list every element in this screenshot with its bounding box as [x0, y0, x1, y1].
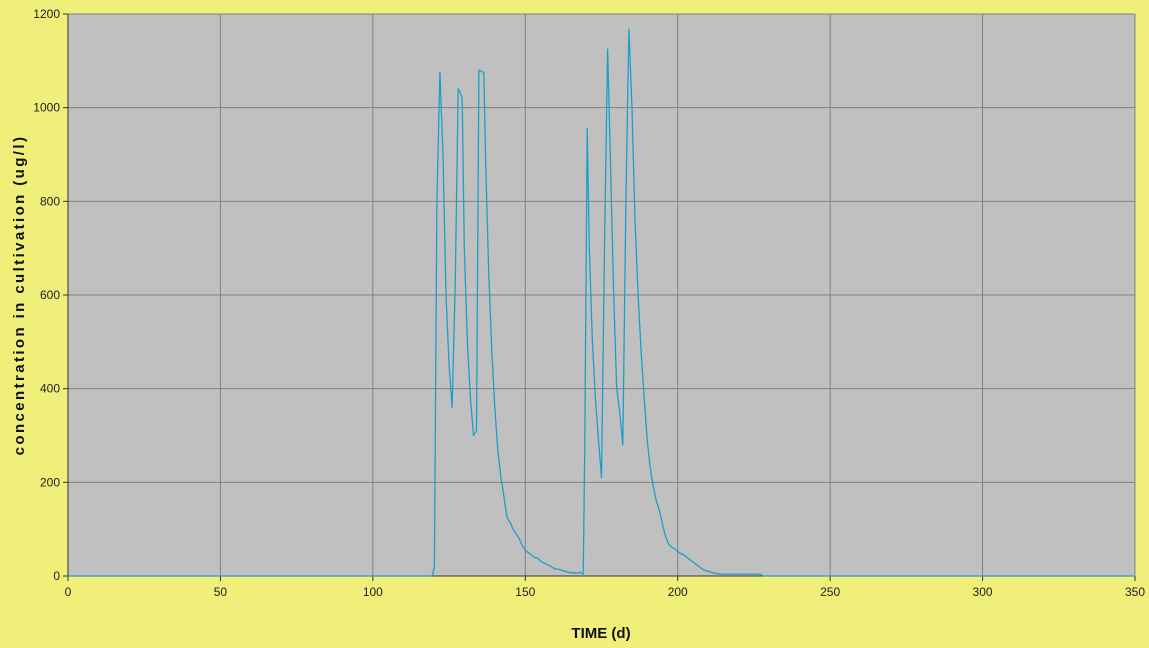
- y-tick-label: 1000: [33, 101, 60, 115]
- y-axis-title: concentration in cultivation (ug/l): [11, 135, 28, 456]
- series-line: [68, 28, 1135, 577]
- series: [68, 28, 1135, 577]
- grid: [68, 13, 1136, 576]
- y-tick-label: 1200: [33, 7, 60, 21]
- x-tick-label: 250: [820, 585, 840, 599]
- x-tick-labels: 0 50 100 150 200 250 300 350: [65, 576, 1145, 599]
- x-tick-label: 150: [515, 585, 535, 599]
- y-tick-label: 200: [40, 475, 60, 489]
- x-axis-title: TIME (d): [571, 625, 630, 642]
- x-tick-label: 50: [214, 585, 228, 599]
- y-tick-label: 800: [40, 194, 60, 208]
- y-tick-label: 400: [40, 382, 60, 396]
- x-tick-label: 350: [1125, 585, 1145, 599]
- y-tick-label: 600: [40, 288, 60, 302]
- x-tick-label: 0: [65, 585, 72, 599]
- x-tick-label: 300: [973, 585, 993, 599]
- x-tick-label: 200: [668, 585, 688, 599]
- x-tick-label: 100: [363, 585, 383, 599]
- y-tick-label: 0: [53, 569, 60, 583]
- y-tick-labels: 0 200 400 600 800 1000 1200: [33, 7, 68, 583]
